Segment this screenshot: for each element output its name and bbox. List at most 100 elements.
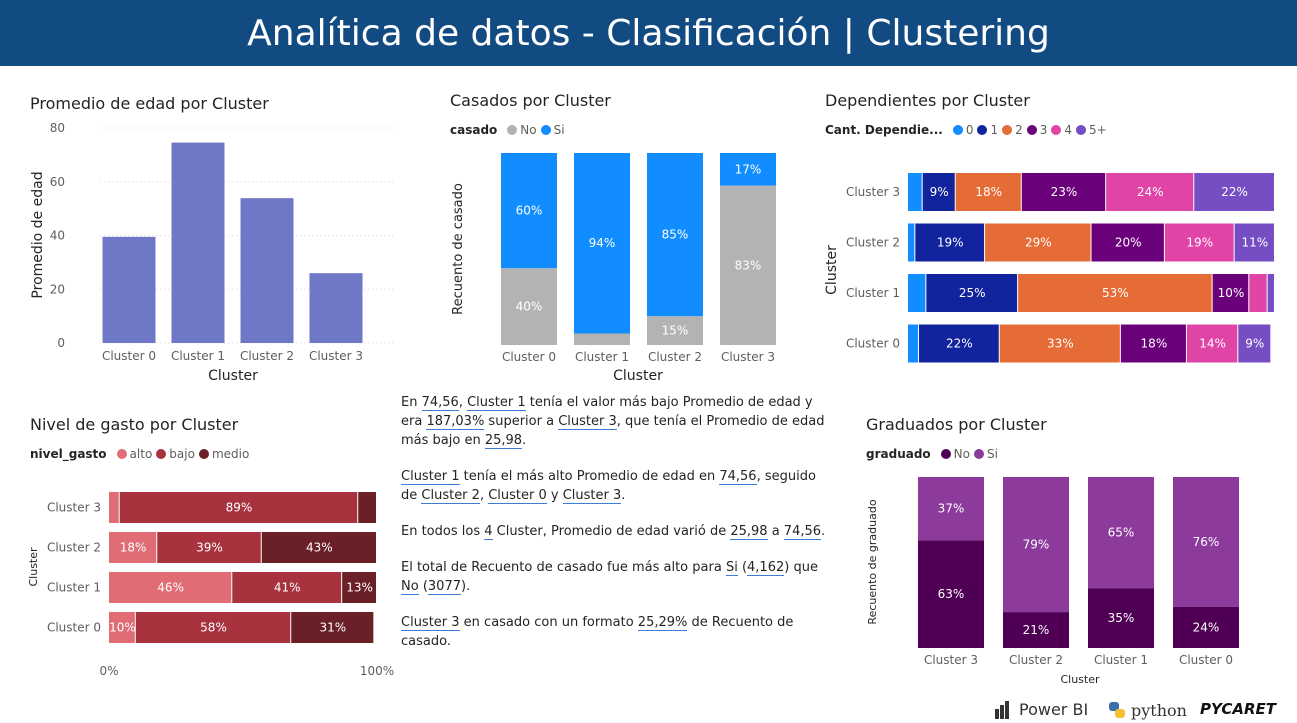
data-label: 94% (589, 236, 616, 250)
narrative-value[interactable]: Cluster 3 (558, 414, 617, 430)
narrative-value[interactable]: 3077 (427, 579, 461, 595)
segment-alto[interactable] (109, 612, 135, 643)
narrative-value[interactable]: 4,162 (747, 560, 785, 576)
graduados-legend[interactable]: graduado No Si (866, 447, 998, 461)
segment-si[interactable] (1173, 477, 1239, 607)
segment-3[interactable] (1212, 274, 1249, 312)
narrative-value[interactable]: Cluster 3 (401, 615, 460, 631)
segment-2[interactable] (985, 223, 1091, 262)
dependientes-stacked-chart[interactable]: 9% 18% 23% 24% 22% Cluster 3 19% 29% 20% 19% 11% Cl… (820, 165, 1285, 370)
bar-cluster-2[interactable] (240, 198, 294, 343)
narrative-text: , (479, 488, 489, 503)
segment-4[interactable] (1106, 173, 1194, 211)
data-label: 53% (1102, 286, 1129, 300)
segment-medio[interactable] (358, 492, 376, 523)
segment-5plus[interactable] (1238, 324, 1271, 363)
segment-1[interactable] (922, 173, 955, 211)
bar-cluster-1[interactable] (171, 142, 225, 343)
narrative-value[interactable]: 4 (484, 524, 493, 540)
segment-no[interactable] (501, 268, 557, 345)
segment-4[interactable] (1164, 223, 1234, 262)
segment-0[interactable] (908, 173, 922, 211)
segment-medio[interactable] (291, 612, 374, 643)
segment-no[interactable] (1173, 606, 1239, 648)
bar-cluster-3[interactable] (309, 273, 363, 343)
segment-si[interactable] (1088, 477, 1154, 589)
segment-0[interactable] (908, 274, 926, 312)
data-label: 13% (346, 581, 373, 595)
narrative-text: En (401, 395, 422, 410)
narrative-value[interactable]: No (401, 579, 419, 595)
narrative-value[interactable]: Cluster 2 (421, 488, 480, 504)
narrative-value[interactable]: 25,98 (484, 433, 523, 449)
segment-si[interactable] (918, 477, 984, 541)
segment-1[interactable] (915, 223, 985, 262)
segment-bajo[interactable] (232, 572, 342, 603)
narrative-value[interactable]: 187,03% (426, 414, 485, 430)
segment-1[interactable] (926, 274, 1018, 312)
segment-alto[interactable] (109, 572, 232, 603)
segment-bajo[interactable] (157, 532, 261, 563)
graduados-stacked-chart[interactable]: 63% 37% Cluster 3 21% 79% Cluster 2 35% 65% Clus… (862, 470, 1257, 690)
segment-no[interactable] (1088, 588, 1154, 648)
segment-no[interactable] (720, 185, 776, 345)
segment-bajo[interactable] (135, 612, 291, 643)
segment-0[interactable] (908, 324, 919, 363)
narrative-value[interactable]: Cluster 1 (401, 469, 460, 485)
gasto-legend[interactable]: nivel_gasto alto bajo medio (30, 447, 249, 461)
segment-5plus[interactable] (1194, 173, 1274, 211)
segment-alto[interactable] (109, 492, 119, 523)
segment-3[interactable] (1021, 173, 1106, 211)
segment-si[interactable] (1003, 477, 1069, 613)
gasto-stacked-chart[interactable]: 89% Cluster 3 18% 39% 43% Cluster 2 46% 41% 13% C… (25, 485, 400, 685)
segment-medio[interactable] (261, 532, 376, 563)
segment-5plus[interactable] (1234, 223, 1274, 262)
segment-1[interactable] (919, 324, 999, 363)
dependientes-legend[interactable]: Cant. Dependie... 0 1 2 3 4 5+ (825, 123, 1107, 137)
segment-2[interactable] (999, 324, 1120, 363)
data-label: 65% (1108, 526, 1135, 540)
narrative-value[interactable]: 74,56 (783, 524, 822, 540)
data-label: 63% (938, 587, 965, 601)
segment-2[interactable] (955, 173, 1021, 211)
segment-no[interactable] (574, 333, 630, 345)
data-label: 24% (1193, 620, 1220, 634)
segment-si[interactable] (720, 153, 776, 186)
segment-3[interactable] (1120, 324, 1186, 363)
narrative-value[interactable]: 74,56 (719, 469, 757, 485)
segment-0[interactable] (908, 223, 915, 262)
narrative-value[interactable]: Cluster 3 (562, 488, 622, 504)
narrative-value[interactable]: Cluster 0 (488, 488, 547, 504)
data-label: 9% (1245, 337, 1264, 351)
segment-alto[interactable] (109, 532, 157, 563)
segment-si[interactable] (574, 153, 630, 334)
segment-no[interactable] (647, 316, 703, 345)
casados-stacked-chart[interactable]: 40% 60% Cluster 0 94% Cluster 1 15% 85% Cluster… (440, 140, 795, 390)
segment-bajo[interactable] (119, 492, 358, 523)
x-tick-label: Cluster 3 (924, 653, 978, 667)
edad-bar-chart[interactable]: 0 20 40 60 80 Cluster 0 Cluster 1 Cluster 2 Clus… (25, 115, 410, 390)
segment-no[interactable] (1003, 612, 1069, 648)
segment-4[interactable] (1249, 274, 1267, 312)
segment-4[interactable] (1186, 324, 1238, 363)
segment-2[interactable] (1018, 274, 1212, 312)
bar-cluster-0[interactable] (102, 236, 156, 343)
narrative-value[interactable]: 25,29% (637, 615, 688, 631)
segment-no[interactable] (918, 540, 984, 648)
segment-medio[interactable] (342, 572, 376, 603)
legend-dot-grad-si (974, 449, 984, 459)
y-tick-label: Cluster 1 (846, 286, 900, 300)
data-label: 20% (1115, 236, 1142, 250)
narrative-value[interactable]: 74,56 (421, 395, 459, 411)
legend-dot-1 (977, 125, 988, 135)
data-label: 21% (1023, 623, 1050, 637)
segment-3[interactable] (1091, 223, 1164, 262)
segment-si[interactable] (501, 153, 557, 269)
narrative-value[interactable]: Si (725, 560, 738, 576)
segment-5plus[interactable] (1267, 274, 1274, 312)
casados-legend[interactable]: casado No Si (450, 123, 565, 137)
segment-si[interactable] (647, 153, 703, 317)
powerbi-label: Power BI (1019, 700, 1089, 719)
narrative-value[interactable]: Cluster 1 (467, 395, 526, 411)
narrative-value[interactable]: 25,98 (730, 524, 768, 540)
